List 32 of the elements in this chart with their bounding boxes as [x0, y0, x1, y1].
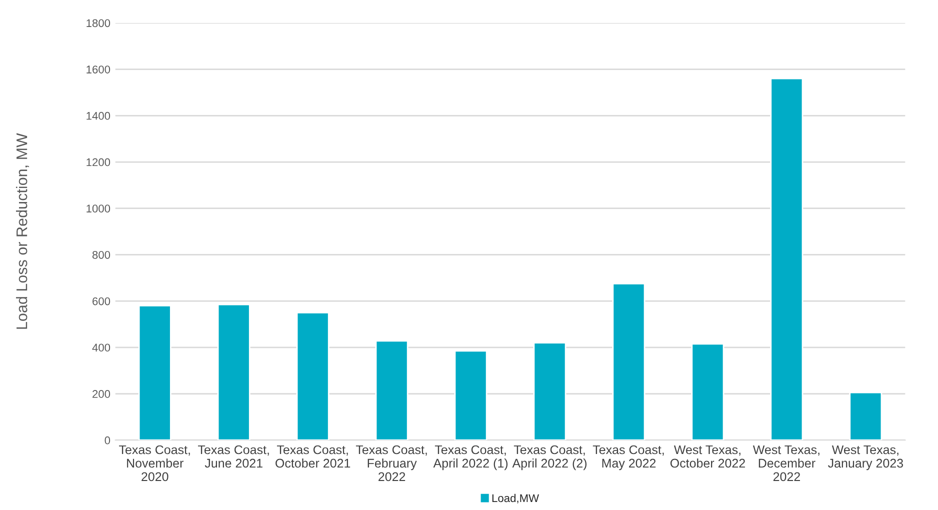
bar — [375, 340, 408, 440]
x-tick-label: Texas Coast, October 2021 — [276, 445, 350, 468]
bar — [533, 342, 566, 440]
x-tick-label: West Texas, December 2022 — [752, 445, 820, 482]
x-tick-label: Texas Coast, November 2020 — [119, 445, 190, 482]
y-tick-label: 600 — [92, 297, 110, 306]
y-tick-label: 0 — [104, 436, 110, 444]
bar — [612, 282, 646, 440]
y-tick-label: 1600 — [86, 66, 110, 74]
y-tick-label: 200 — [92, 390, 110, 398]
y-tick-label: 1000 — [86, 204, 110, 212]
bar — [217, 304, 250, 440]
x-tick-label: Texas Coast, June 2021 — [198, 445, 269, 468]
x-tick-label: West Texas, October 2022 — [670, 445, 745, 468]
x-tick-label: Texas Coast, April 2022 (2) — [512, 445, 587, 470]
x-tick-label: Texas Coast, February 2022 — [356, 445, 427, 482]
y-tick-label: 1800 — [86, 19, 110, 28]
bar — [691, 343, 724, 440]
y-tick-label: 1200 — [86, 158, 110, 166]
y-tick-label: 400 — [92, 344, 110, 352]
bar — [138, 305, 172, 440]
bar — [296, 312, 330, 440]
y-axis-title: Load Loss or Reduction, MW — [16, 133, 30, 329]
legend-label: Load,MW — [492, 494, 540, 504]
y-tick-label: 1400 — [86, 112, 110, 120]
bar — [454, 350, 488, 440]
bar — [770, 78, 804, 440]
bar — [849, 392, 882, 440]
x-tick-label: West Texas, January 2023 — [828, 445, 904, 470]
y-tick-label: 800 — [92, 250, 110, 259]
x-tick-label: Texas Coast, May 2022 — [592, 445, 664, 470]
x-tick-label: Texas Coast, April 2022 (1) — [433, 445, 508, 470]
